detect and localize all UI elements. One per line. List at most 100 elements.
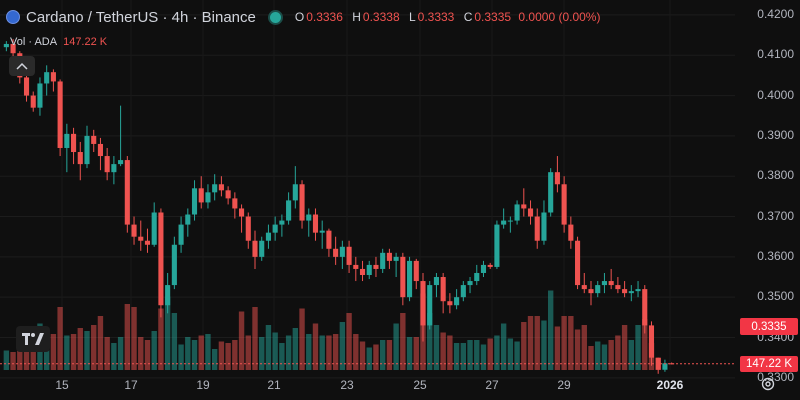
volume-bar — [17, 347, 23, 370]
candle — [124, 156, 130, 233]
candle — [3, 41, 9, 52]
candle-body — [326, 230, 332, 249]
volume-bar — [299, 308, 305, 370]
last-volume-tag: 147.22 K — [740, 356, 798, 372]
volume-bar — [171, 313, 178, 370]
volume-bar — [366, 347, 372, 370]
volume-bar — [561, 316, 567, 370]
candle — [239, 204, 245, 233]
candle-body — [158, 212, 164, 306]
candle-body — [205, 192, 211, 203]
candle-body — [198, 188, 204, 203]
candle — [622, 281, 628, 298]
candle-body — [393, 256, 399, 261]
candle — [628, 285, 634, 302]
candle-body — [111, 164, 117, 173]
volume-bar — [104, 337, 110, 370]
candle — [366, 260, 372, 280]
volume-bar — [23, 337, 30, 370]
candle — [581, 272, 587, 294]
price-axis-label: 0.3600 — [757, 248, 794, 263]
candle-body — [648, 325, 655, 358]
chart-title[interactable]: Cardano / TetherUS · 4h · Binance — [26, 8, 256, 26]
volume-bar — [601, 344, 608, 370]
candle — [339, 240, 345, 269]
volume-bar — [306, 334, 312, 370]
volume-bar — [178, 344, 184, 370]
live-status-icon — [269, 11, 281, 23]
volume-bar — [252, 307, 258, 370]
candle — [541, 200, 547, 245]
candle — [521, 188, 527, 217]
candle — [507, 216, 513, 233]
volume-bar — [480, 344, 487, 370]
candle-body — [541, 212, 547, 241]
candle-body — [144, 240, 151, 245]
volume-bar — [487, 338, 493, 370]
candle-body — [77, 152, 83, 165]
candle-body — [225, 190, 231, 199]
volume-bar — [574, 329, 581, 370]
volume-bar — [427, 313, 433, 370]
candle — [104, 147, 110, 181]
low-value: 0.3333 — [417, 10, 455, 24]
candle — [245, 212, 251, 249]
volume-bar — [50, 334, 57, 370]
candle — [191, 180, 198, 221]
time-axis-label: 15 — [55, 378, 69, 392]
volume-bar — [198, 335, 204, 370]
time-axis-label: 2026 — [656, 378, 684, 392]
volume-bar — [111, 343, 117, 370]
volume-bar — [326, 335, 332, 370]
candle-body — [57, 81, 63, 148]
candle-body — [467, 281, 473, 286]
candle-body — [588, 289, 594, 294]
time-axis-label: 17 — [124, 378, 138, 392]
candle-body — [44, 72, 50, 84]
candle-body — [554, 172, 560, 185]
candle-body — [635, 289, 641, 292]
candle — [91, 129, 97, 153]
candle-body — [460, 285, 466, 298]
candle-body — [487, 264, 493, 267]
time-axis-label: 19 — [196, 378, 210, 392]
chart-header: Cardano / TetherUS · 4h · Binance O 0.333… — [6, 6, 600, 28]
candle-body — [138, 236, 144, 241]
settings-icon[interactable] — [760, 376, 776, 392]
tradingview-logo-icon[interactable] — [16, 326, 50, 352]
volume-bar — [615, 335, 621, 370]
candle — [386, 248, 392, 269]
candle-body — [259, 240, 265, 257]
candle — [575, 236, 581, 290]
candle-body — [171, 244, 177, 286]
volume-bar — [554, 326, 561, 370]
volume-bar — [527, 316, 534, 370]
candle — [568, 216, 574, 249]
candle-body — [514, 204, 520, 221]
candle — [312, 208, 319, 241]
cardano-icon — [6, 10, 20, 24]
candle — [212, 174, 218, 201]
collapse-legend-button[interactable] — [9, 56, 35, 76]
candle-body — [575, 240, 581, 286]
volume-bar — [635, 325, 641, 370]
candle-body — [191, 188, 198, 215]
close-value: 0.3335 — [474, 10, 512, 24]
low-label: L — [408, 10, 416, 24]
candle — [131, 216, 137, 245]
candle — [225, 186, 231, 205]
volume-bar — [225, 343, 231, 370]
candle-body — [286, 200, 292, 221]
candle-body — [252, 240, 258, 257]
candle-body — [595, 285, 601, 294]
volume-legend[interactable]: Vol · ADA 147.22 K — [10, 36, 107, 48]
volume-bar — [346, 313, 352, 370]
open-value: 0.3336 — [306, 10, 343, 24]
candle — [71, 127, 77, 165]
candle — [50, 69, 56, 92]
volume-bar — [91, 325, 97, 370]
candle — [23, 71, 30, 102]
volume-bar — [500, 323, 507, 370]
volume-bar — [185, 337, 191, 370]
